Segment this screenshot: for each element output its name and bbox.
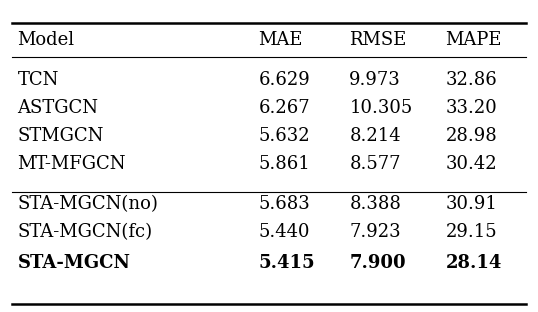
Text: 5.861: 5.861 bbox=[258, 155, 310, 173]
Text: MAPE: MAPE bbox=[445, 31, 502, 49]
Text: 28.14: 28.14 bbox=[445, 254, 502, 272]
Text: 32.86: 32.86 bbox=[445, 71, 497, 89]
Text: STMGCN: STMGCN bbox=[17, 127, 104, 145]
Text: 6.629: 6.629 bbox=[258, 71, 310, 89]
Text: 28.98: 28.98 bbox=[445, 127, 497, 145]
Text: STA-MGCN(fc): STA-MGCN(fc) bbox=[17, 223, 153, 241]
Text: 30.91: 30.91 bbox=[445, 195, 498, 213]
Text: 33.20: 33.20 bbox=[445, 99, 497, 117]
Text: 7.900: 7.900 bbox=[349, 254, 406, 272]
Text: 5.440: 5.440 bbox=[258, 223, 310, 241]
Text: STA-MGCN(no): STA-MGCN(no) bbox=[17, 195, 158, 213]
Text: 8.388: 8.388 bbox=[349, 195, 401, 213]
Text: 5.415: 5.415 bbox=[258, 254, 315, 272]
Text: 10.305: 10.305 bbox=[349, 99, 413, 117]
Text: Model: Model bbox=[17, 31, 75, 49]
Text: TCN: TCN bbox=[17, 71, 59, 89]
Text: 9.973: 9.973 bbox=[349, 71, 401, 89]
Text: MT-MFGCN: MT-MFGCN bbox=[17, 155, 126, 173]
Text: 8.577: 8.577 bbox=[349, 155, 401, 173]
Text: 5.683: 5.683 bbox=[258, 195, 310, 213]
Text: 30.42: 30.42 bbox=[445, 155, 497, 173]
Text: 6.267: 6.267 bbox=[258, 99, 310, 117]
Text: 7.923: 7.923 bbox=[349, 223, 401, 241]
Text: 29.15: 29.15 bbox=[445, 223, 497, 241]
Text: 5.632: 5.632 bbox=[258, 127, 310, 145]
Text: RMSE: RMSE bbox=[349, 31, 407, 49]
Text: STA-MGCN: STA-MGCN bbox=[17, 254, 130, 272]
Text: 8.214: 8.214 bbox=[349, 127, 401, 145]
Text: MAE: MAE bbox=[258, 31, 303, 49]
Text: ASTGCN: ASTGCN bbox=[17, 99, 98, 117]
